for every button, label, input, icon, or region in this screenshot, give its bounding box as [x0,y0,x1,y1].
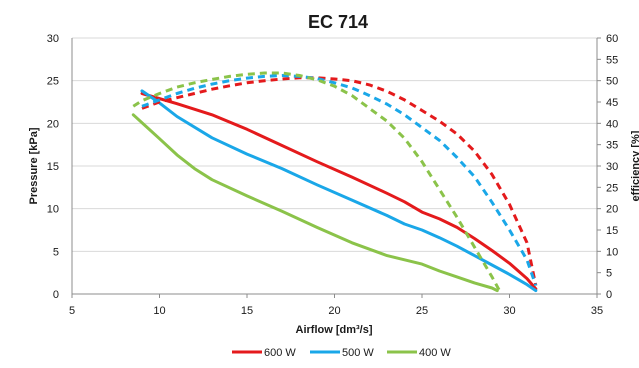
x-tick-label: 20 [328,305,340,317]
y2-tick-label: 25 [606,182,618,194]
legend: 600 W 500 W 400 W [232,347,451,359]
y-tick-label: 10 [47,204,59,216]
x-tick-label: 25 [416,305,428,317]
y-tick-label: 0 [53,289,59,301]
series-line-600w-efficiency [141,76,538,286]
series-line-500w-pressure [140,89,538,293]
y2-tick-label: 15 [606,225,618,237]
y2-tick-label: 10 [606,246,618,258]
y2-axis-title: efficiency [%] [630,130,639,201]
x-tick-label: 15 [241,305,253,317]
y-tick-label: 20 [47,118,59,130]
gridlines [72,37,597,295]
y2-tick-label: 40 [606,118,618,130]
legend-label: 600 W [264,347,296,359]
x-tick-label: 35 [591,305,603,317]
y2-tick-label: 5 [606,268,612,280]
legend-label: 500 W [342,347,374,359]
y2-tick-label: 45 [606,97,618,109]
y2-tick-label: 60 [606,33,618,45]
y2-tick-label: 0 [606,289,612,301]
series-lines [131,71,538,293]
x-tick-label: 30 [503,305,515,317]
y-tick-label: 5 [53,246,59,258]
chart-title: EC 714 [308,12,368,32]
x-tick-label: 5 [69,305,75,317]
y2-tick-label: 50 [606,76,618,88]
y-tick-label: 15 [47,161,59,173]
y2-tick-label: 35 [606,140,618,152]
y2-tick-label: 30 [606,161,618,173]
y-tick-label: 25 [47,76,59,88]
series-line-400w-pressure [131,113,499,293]
series-line-600w-pressure [140,92,538,291]
y2-tick-label: 55 [606,54,618,66]
x-axis-title: Airflow [dm³/s] [296,324,373,336]
series-line-400w-efficiency [132,71,501,291]
y-axis-title: Pressure [kPa] [28,127,40,204]
series-line-500w-efficiency [141,74,538,286]
legend-label: 400 W [419,347,451,359]
x-tick-label: 10 [153,305,165,317]
y2-tick-label: 20 [606,204,618,216]
y-tick-label: 30 [47,33,59,45]
